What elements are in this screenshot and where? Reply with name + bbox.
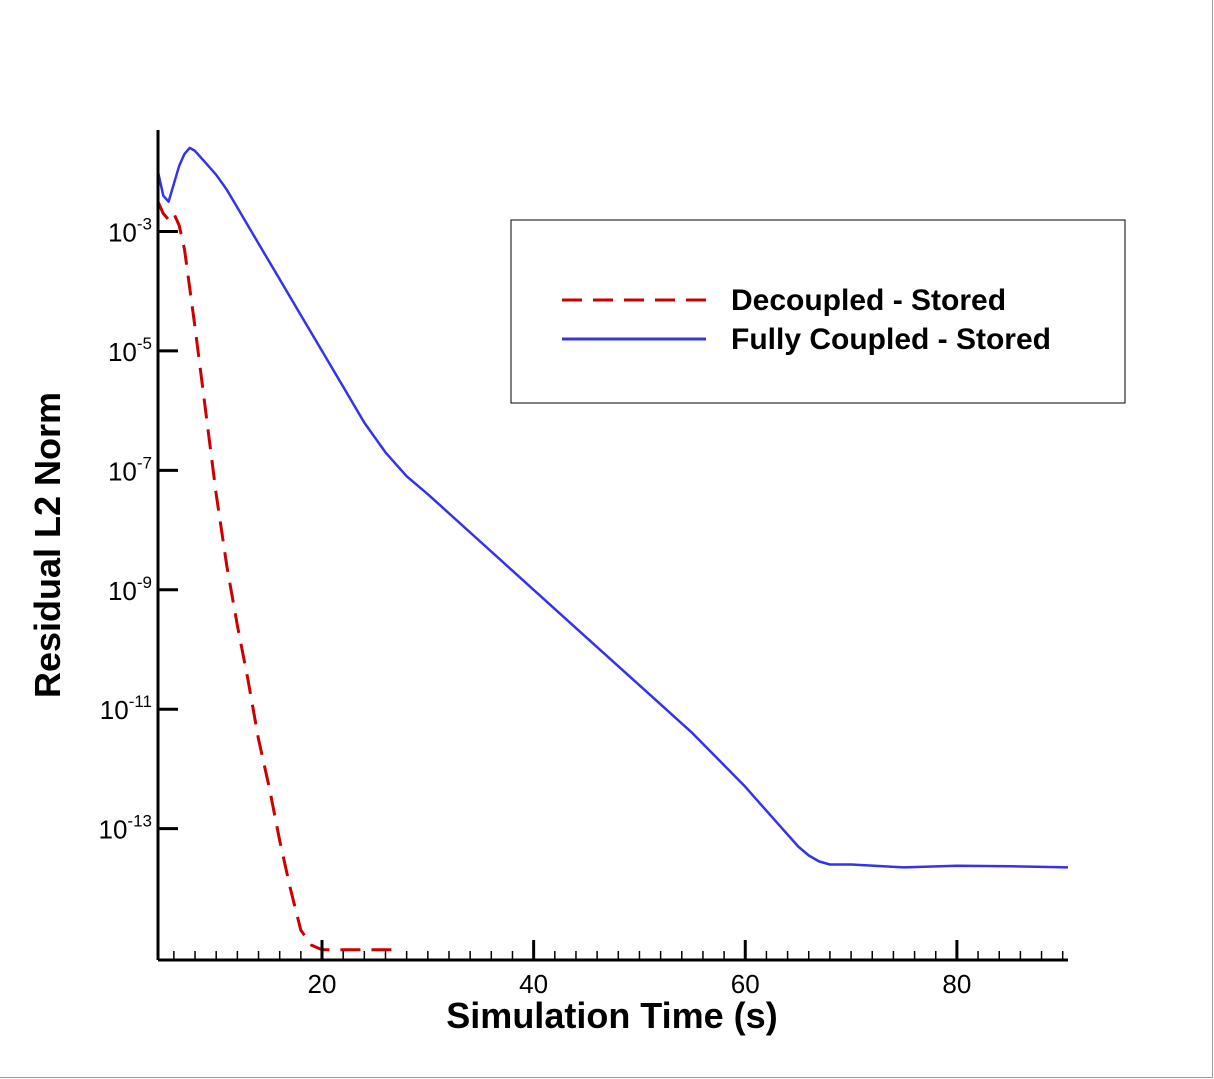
ticks: 20 40 60 80 10-3 10-5 10-7 10-9 10-11 10-13 xyxy=(99,215,1064,999)
y-tick-label: 10-3 xyxy=(108,215,152,248)
x-tick-label: 40 xyxy=(519,969,548,999)
series-line-decoupled-stored xyxy=(156,201,402,952)
x-tick-label: 60 xyxy=(731,969,760,999)
legend-label: Fully Coupled - Stored xyxy=(731,323,1051,356)
y-tick-label: 10-9 xyxy=(108,573,152,606)
y-tick-label: 10-11 xyxy=(100,692,152,725)
legend-label: Decoupled - Stored xyxy=(731,284,1006,317)
plot-lines xyxy=(156,146,1069,952)
x-tick-label: 20 xyxy=(308,969,337,999)
series-line-fully-coupled-stored xyxy=(156,146,1069,869)
legend: Decoupled - Stored Fully Coupled - Stored xyxy=(510,219,1126,404)
y-tick-label: 10-5 xyxy=(108,334,152,367)
legend-box xyxy=(510,219,1126,404)
y-tick-label: 10-13 xyxy=(99,812,153,845)
x-tick-label: 80 xyxy=(942,969,971,999)
y-tick-label: 10-7 xyxy=(108,453,152,486)
axes xyxy=(156,130,1068,962)
x-axis-title: Simulation Time (s) xyxy=(446,995,777,1036)
y-axis-title: Residual L2 Norm xyxy=(27,392,68,698)
